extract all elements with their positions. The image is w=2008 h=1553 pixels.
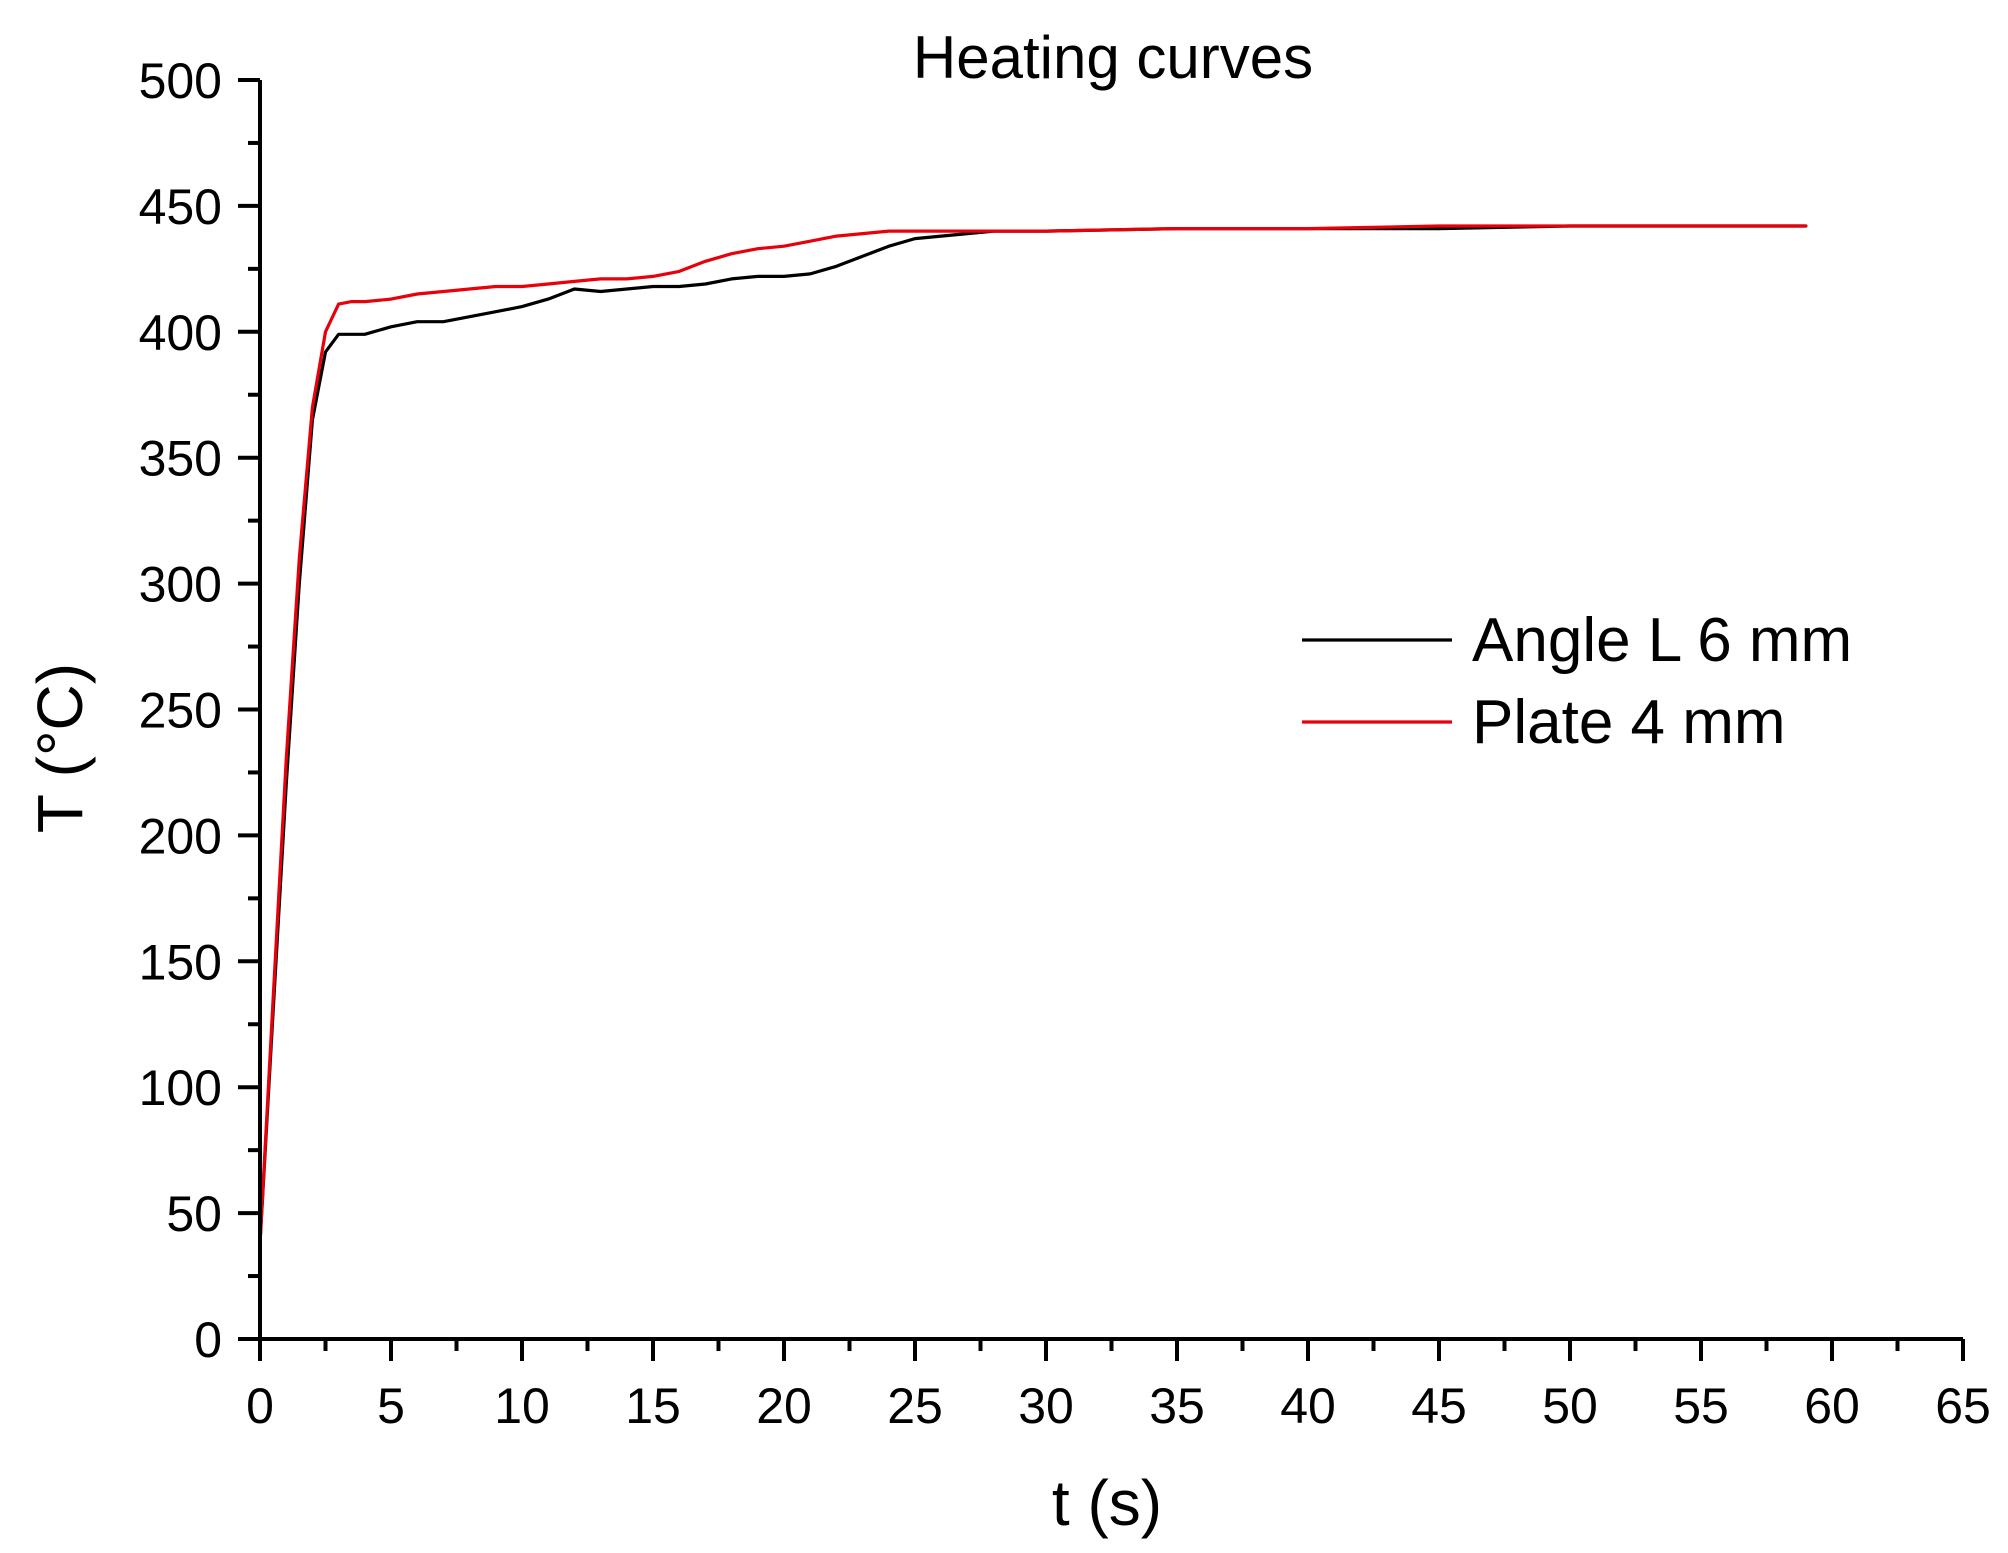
y-tick-label: 50 [166,1186,222,1242]
x-tick-label: 25 [887,1378,943,1434]
y-tick-label: 350 [139,431,222,487]
x-tick-label: 15 [625,1378,681,1434]
axes: 0 5 10 15 20 25 30 35 40 45 50 55 60 65 0 50 100 150 200 25… [139,53,1991,1434]
legend: Angle L 6 mm Plate 4 mm [1302,606,1852,757]
x-tick-label: 35 [1149,1378,1205,1434]
y-tick-label: 150 [139,934,222,990]
x-tick-label: 30 [1018,1378,1074,1434]
x-tick-label: 5 [377,1378,405,1434]
y-tick-label: 0 [194,1312,222,1368]
legend-label-0: Angle L 6 mm [1472,606,1852,675]
y-tick-label: 450 [139,179,222,235]
y-tick-label: 200 [139,808,222,864]
y-tick-label: 250 [139,683,222,739]
x-tick-label: 55 [1673,1378,1729,1434]
x-axis-label: t (s) [1052,1467,1162,1539]
y-tick-label: 500 [139,53,222,109]
y-tick-label: 100 [139,1060,222,1116]
x-tick-label: 60 [1804,1378,1860,1434]
legend-label-1: Plate 4 mm [1472,688,1786,757]
x-tick-label: 40 [1280,1378,1336,1434]
y-axis-label: T (°C) [24,663,96,833]
plot-area [258,224,1808,1245]
y-tick-label: 400 [139,305,222,361]
x-tick-label: 20 [756,1378,812,1434]
x-tick-label: 0 [246,1378,274,1434]
y-tick-label: 300 [139,557,222,613]
x-tick-label: 65 [1935,1378,1991,1434]
series-line-1 [258,224,1808,1245]
x-tick-label: 50 [1542,1378,1598,1434]
chart-title: Heating curves [913,24,1313,91]
x-tick-label: 45 [1411,1378,1467,1434]
x-tick-label: 10 [494,1378,550,1434]
